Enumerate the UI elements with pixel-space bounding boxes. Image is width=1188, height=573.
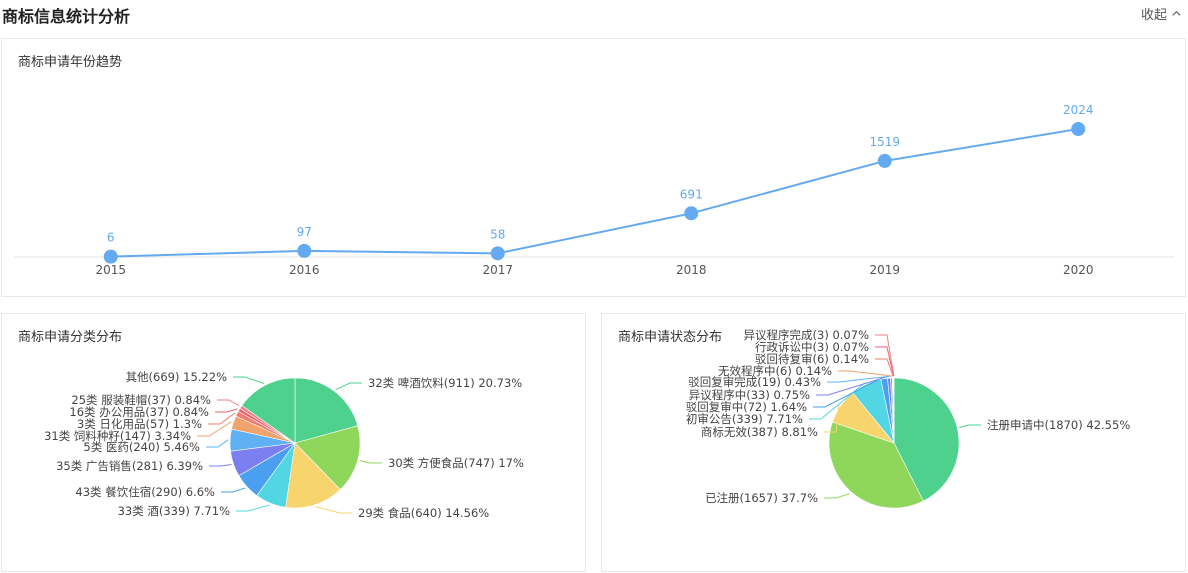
data-label: 2024: [1063, 103, 1094, 117]
trend-chart-title: 商标申请年份趋势: [18, 55, 123, 70]
leader-line: [816, 375, 889, 396]
leader-line: [959, 424, 981, 428]
data-point[interactable]: [877, 153, 892, 168]
leader-line: [221, 487, 246, 493]
category-pie-chart: 32类 啤酒饮料(911) 20.73% 30类 方便食品(747) 17% 29类…: [44, 370, 524, 520]
data-point[interactable]: [1071, 122, 1086, 136]
leader-line: [209, 464, 232, 467]
slice-label: 31类 饲料种籽(147) 3.34%: [44, 429, 191, 443]
slice-label: 商标无效(387) 8.81%: [701, 425, 818, 439]
leader-line: [315, 506, 352, 514]
status-chart-title: 商标申请状态分布: [618, 330, 723, 345]
leader-line: [208, 412, 236, 425]
leader-line: [875, 358, 894, 377]
x-tick-label: 2015: [95, 263, 126, 277]
leader-line: [813, 376, 885, 408]
page-title: 商标信息统计分析: [2, 7, 131, 26]
leader-line: [215, 408, 238, 413]
leader-line: [809, 382, 866, 420]
collapse-label: 收起: [1140, 8, 1167, 23]
x-tick-label: 2017: [482, 263, 513, 277]
slice-label: 29类 食品(640) 14.56%: [358, 506, 489, 520]
data-label: 691: [680, 187, 703, 201]
slice-label: 注册申请中(1870) 42.55%: [987, 418, 1130, 432]
leader-line: [838, 370, 893, 377]
leader-line: [197, 421, 232, 437]
status-pie-chart: 注册申请中(1870) 42.55% 已注册(1657) 37.7% 商标无效(38…: [686, 328, 1130, 509]
slice-label: 驳回复审中(72) 1.64%: [686, 400, 807, 414]
trend-line-chart: 6 2015 97 2016 58 2017 691 2018 1519 2019 2024 2020: [14, 103, 1175, 277]
slice-label: 16类 办公用品(37) 0.84%: [69, 405, 209, 419]
slice-label: 35类 广告销售(281) 6.39%: [56, 459, 203, 473]
slice-label: 其他(669) 15.22%: [126, 370, 228, 384]
slice-label: 驳回复审完成(19) 0.43%: [688, 375, 821, 389]
x-tick-label: 2016: [289, 263, 320, 277]
leader-line: [206, 439, 229, 448]
slice-label: 驳回待复审(6) 0.14%: [755, 352, 869, 366]
data-label: 1519: [869, 135, 900, 149]
data-point[interactable]: [297, 243, 312, 258]
category-card: 商标申请分类分布 32类 啤酒饮料(911) 20.73% 30类 方便食品(74…: [1, 313, 586, 572]
pie-slice[interactable]: [285, 442, 341, 509]
chevron-up-icon: [1172, 10, 1181, 16]
category-chart-title: 商标申请分类分布: [18, 330, 123, 345]
slice-label: 已注册(1657) 37.7%: [705, 491, 818, 505]
pie-slice[interactable]: [294, 377, 359, 444]
leader-line: [359, 460, 382, 464]
slice-label: 33类 酒(339) 7.71%: [118, 504, 230, 518]
slice-label: 无效程序中(6) 0.14%: [718, 364, 832, 378]
data-label: 97: [297, 225, 312, 239]
leader-line: [335, 382, 362, 391]
x-tick-label: 2018: [676, 263, 707, 277]
pie-slice[interactable]: [241, 377, 296, 444]
slice-label: 25类 服装鞋帽(37) 0.84%: [71, 393, 211, 407]
slice-label: 30类 方便食品(747) 17%: [388, 456, 524, 470]
leader-line: [875, 346, 895, 377]
leader-line: [875, 334, 895, 377]
data-label: 58: [490, 227, 505, 241]
slice-label: 43类 餐饮住宿(290) 6.6%: [75, 485, 215, 499]
slice-label: 异议程序中(33) 0.75%: [689, 388, 810, 402]
leader-line: [233, 376, 265, 384]
leader-line: [827, 375, 892, 383]
slice-label: 32类 啤酒饮料(911) 20.73%: [368, 376, 522, 390]
leader-line: [217, 399, 240, 407]
pie-slice[interactable]: [294, 425, 361, 491]
slice-label: 行政诉讼中(3) 0.07%: [755, 340, 869, 354]
slice-label: 3类 日化用品(57) 1.3%: [77, 417, 202, 431]
data-label: 6: [107, 231, 115, 245]
status-card: 商标申请状态分布 注册申请中(1870) 42.55% 已注册(1657) 37.…: [601, 313, 1186, 572]
pie-slice[interactable]: [893, 377, 960, 502]
slice-label: 初审公告(339) 7.71%: [686, 412, 803, 426]
series-line: [110, 128, 1079, 258]
pie-slice[interactable]: [828, 421, 924, 509]
leader-line: [824, 404, 840, 433]
x-tick-label: 2019: [869, 263, 900, 277]
slice-label: 异议程序完成(3) 0.07%: [744, 328, 870, 342]
leader-line: [824, 493, 851, 499]
data-point[interactable]: [103, 249, 118, 264]
collapse-button[interactable]: 收起: [1141, 4, 1182, 23]
data-point[interactable]: [490, 246, 505, 261]
trend-card: 商标申请年份趋势 6 2015 97 2016 58 2017 691 2018 1519 201…: [1, 38, 1186, 297]
slice-label: 5类 医药(240) 5.46%: [83, 440, 200, 454]
data-point[interactable]: [684, 206, 699, 221]
x-tick-label: 2020: [1063, 263, 1094, 277]
leader-line: [236, 504, 270, 512]
